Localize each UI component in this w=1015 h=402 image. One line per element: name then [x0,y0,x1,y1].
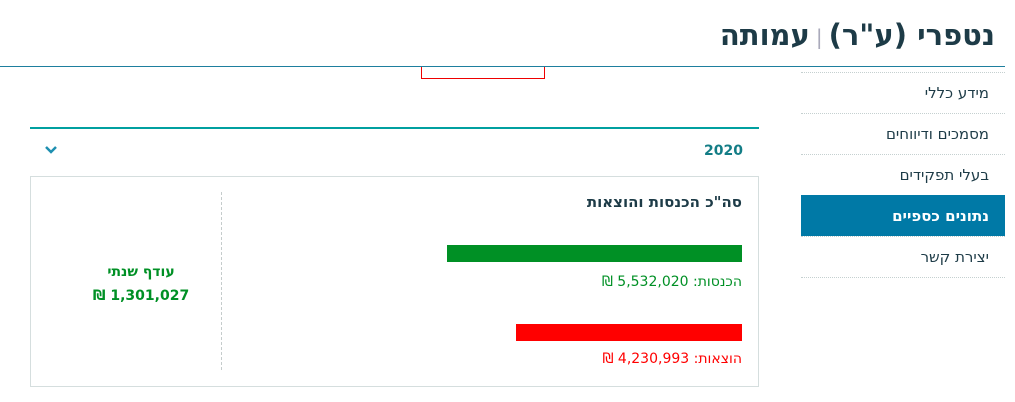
card-divider [221,192,222,370]
income-bar [447,245,742,262]
page-title: נטפרי (ע"ר)|עמותה [720,18,995,52]
annual-surplus: עודף שנתי 1,301,027 ₪ [60,260,222,308]
income-label: הכנסות: 5,532,020 ₪ [601,274,742,290]
sidebar-item-officers[interactable]: בעלי תפקידים [801,154,1005,195]
sidebar-item-financial-data[interactable]: נתונים כספיים [801,195,1005,236]
chevron-down-icon[interactable] [43,143,59,157]
sidebar-nav: מידע כללי מסמכים ודיווחים בעלי תפקידים נ… [801,72,1005,278]
expenses-bar [516,324,742,341]
sidebar-item-contact[interactable]: יצירת קשר [801,236,1005,278]
year-header[interactable]: 2020 [704,143,743,159]
sidebar-item-documents[interactable]: מסמכים ודיווחים [801,113,1005,154]
panel-top-border [30,127,759,129]
sidebar-item-general-info[interactable]: מידע כללי [801,72,1005,113]
header-divider [0,66,1005,67]
expenses-label: הוצאות: 4,230,993 ₪ [602,351,742,367]
financial-summary-card [30,176,759,387]
org-name: נטפרי (ע"ר) [828,18,995,52]
highlight-box [421,67,545,79]
org-type: עמותה [719,18,810,52]
summary-title: סה"כ הכנסות והוצאות [586,193,742,211]
surplus-label: עודף שנתי [107,264,175,280]
surplus-amount: 1,301,027 ₪ [92,288,190,304]
title-separator: | [815,25,823,49]
